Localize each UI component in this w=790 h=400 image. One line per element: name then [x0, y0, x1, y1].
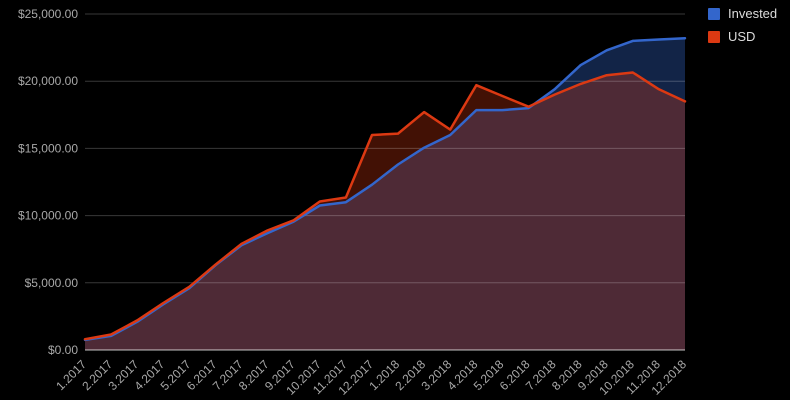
series-line-usd — [83, 71, 687, 341]
legend-label: USD — [728, 29, 756, 44]
legend-label: Invested — [728, 6, 778, 21]
y-tick-label: $15,000.00 — [18, 141, 78, 155]
legend-swatch-icon — [708, 31, 720, 43]
y-tick-label: $25,000.00 — [18, 7, 78, 21]
legend-item-invested: Invested — [708, 7, 777, 21]
chart-legend: Invested USD — [708, 7, 777, 44]
y-tick-label: $10,000.00 — [18, 209, 78, 223]
series-area-invested — [85, 38, 685, 350]
y-tick-label: $5,000.00 — [25, 276, 79, 290]
y-tick-label: $20,000.00 — [18, 74, 78, 88]
series-area-usd — [85, 72, 685, 350]
legend-item-usd: USD — [708, 30, 777, 44]
y-tick-label: $0.00 — [48, 343, 78, 357]
legend-swatch-icon — [708, 8, 720, 20]
